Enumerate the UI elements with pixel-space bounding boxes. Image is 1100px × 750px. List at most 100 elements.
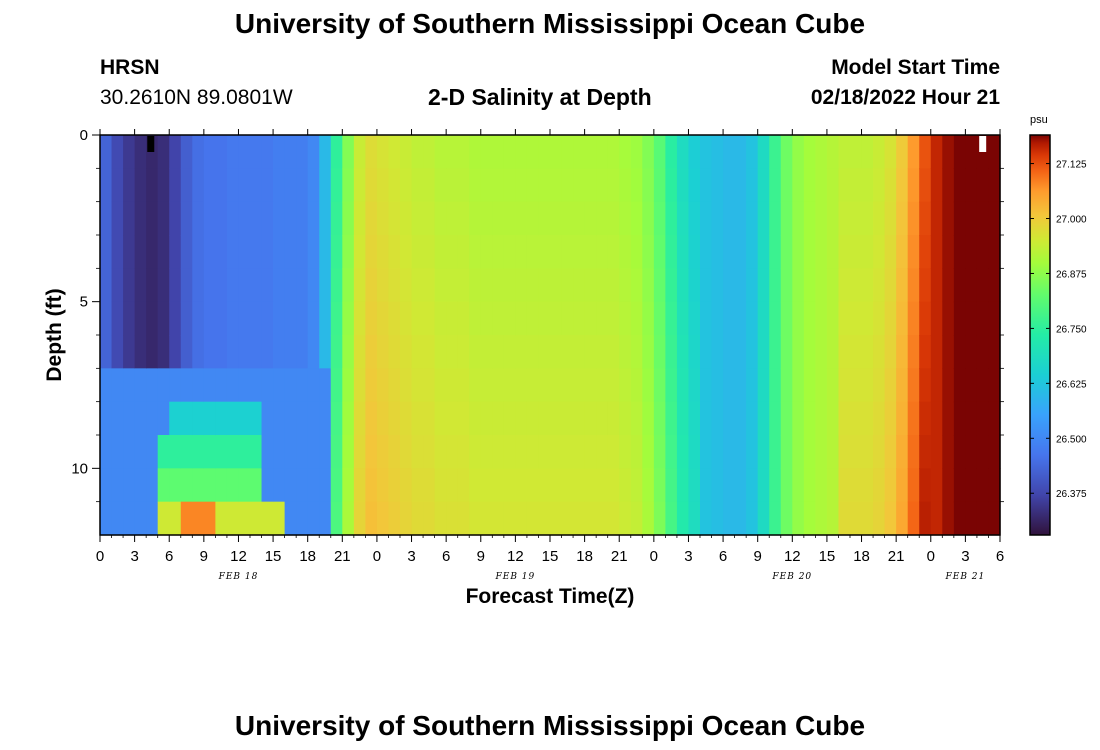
heatmap-cell [965, 468, 978, 503]
heatmap-cell [619, 335, 632, 369]
heatmap-cell [446, 168, 459, 203]
heatmap-cell [261, 368, 274, 403]
heatmap-cell [850, 368, 863, 403]
heatmap-cell [515, 268, 528, 303]
heatmap-cell [342, 301, 355, 336]
heatmap-cell [896, 401, 909, 436]
heatmap-cell [446, 368, 459, 403]
heatmap-cell [746, 368, 759, 403]
heatmap-cell [584, 301, 597, 336]
heatmap-cell [700, 301, 713, 336]
heatmap-cell [330, 368, 343, 403]
y-tick-label: 10 [71, 460, 88, 477]
heatmap-cell [273, 168, 286, 203]
heatmap-cell [907, 135, 920, 169]
heatmap-cell [388, 268, 401, 303]
heatmap-cell [238, 168, 251, 203]
heatmap-cell [411, 401, 424, 436]
x-tick-label: 9 [754, 548, 762, 565]
heatmap-cell [896, 301, 909, 336]
heatmap-cell [284, 168, 297, 203]
heatmap-cell [100, 268, 113, 303]
heatmap-cell [803, 401, 816, 436]
heatmap-cell [226, 201, 240, 236]
heatmap-cell [515, 168, 528, 203]
heatmap-cell [723, 168, 736, 203]
heatmap-cell [803, 235, 816, 269]
heatmap-cell [596, 468, 609, 503]
heatmap-cell [169, 468, 182, 503]
heatmap-cell [203, 301, 216, 336]
heatmap-cell [723, 401, 736, 436]
heatmap-cell [123, 135, 136, 169]
heatmap-cell [146, 235, 159, 269]
heatmap-cell [653, 168, 666, 203]
heatmap-cell [492, 268, 505, 303]
heatmap-cell [515, 401, 528, 436]
heatmap-cell [215, 201, 228, 236]
heatmap-cell [861, 501, 874, 536]
heatmap-cell [480, 401, 493, 436]
heatmap-cell [330, 235, 343, 269]
heatmap-cell [515, 368, 528, 403]
heatmap-cell [976, 368, 990, 403]
heatmap-cell [792, 235, 805, 269]
heatmap-cell [861, 401, 874, 436]
heatmap-cell [607, 435, 620, 469]
heatmap-cell [215, 301, 228, 336]
heatmap-cell [769, 135, 782, 169]
heatmap-cell [942, 435, 955, 469]
heatmap-cell [838, 268, 851, 303]
heatmap-cell [365, 401, 378, 436]
heatmap-cell [896, 135, 909, 169]
heatmap-cell [873, 368, 886, 403]
heatmap-cell [550, 135, 563, 169]
heatmap-cell [780, 301, 793, 336]
heatmap-cell [792, 201, 805, 236]
heatmap-cell [757, 168, 770, 203]
heatmap-cell [665, 168, 678, 203]
heatmap-cell [180, 135, 193, 169]
heatmap-cell [538, 435, 551, 469]
heatmap-cell [573, 501, 586, 536]
heatmap-cell [157, 335, 170, 369]
heatmap-cell [988, 201, 1001, 236]
heatmap-cell [942, 368, 955, 403]
heatmap-cell [757, 135, 770, 169]
heatmap-cell [850, 435, 863, 469]
colorbar-unit: psu [1030, 114, 1048, 126]
heatmap-cell [411, 268, 424, 303]
heatmap-cell [180, 301, 193, 336]
heatmap-cell [896, 368, 909, 403]
heatmap-cell [769, 235, 782, 269]
chart-title: University of Southern Mississippi Ocean… [234, 8, 866, 39]
heatmap-cell [803, 301, 816, 336]
heatmap-cell [365, 501, 378, 536]
heatmap-cell [376, 368, 390, 403]
heatmap-cell [446, 335, 459, 369]
heatmap-cell [723, 335, 736, 369]
x-tick-label: 0 [96, 548, 104, 565]
heatmap-cell [134, 501, 147, 536]
heatmap-cell [953, 268, 966, 303]
heatmap-cell [803, 501, 816, 536]
heatmap-cell [192, 268, 205, 303]
heatmap-cell [284, 235, 297, 269]
heatmap-cell [630, 201, 643, 236]
heatmap-cell [573, 335, 586, 369]
heatmap-cell [780, 501, 793, 536]
heatmap-cell [607, 501, 620, 536]
heatmap-cell [965, 135, 978, 169]
heatmap-cell [353, 201, 366, 236]
heatmap-cell [907, 235, 920, 269]
x-tick-label: 0 [650, 548, 658, 565]
heatmap-cell [861, 235, 874, 269]
heatmap-cell [757, 268, 770, 303]
heatmap-cell [250, 235, 263, 269]
x-tick-label: 6 [165, 548, 173, 565]
heatmap-cell [330, 435, 343, 469]
heatmap-cell [988, 368, 1001, 403]
heatmap-cell [353, 401, 366, 436]
heatmap-cell [596, 235, 609, 269]
heatmap-cell [884, 268, 897, 303]
